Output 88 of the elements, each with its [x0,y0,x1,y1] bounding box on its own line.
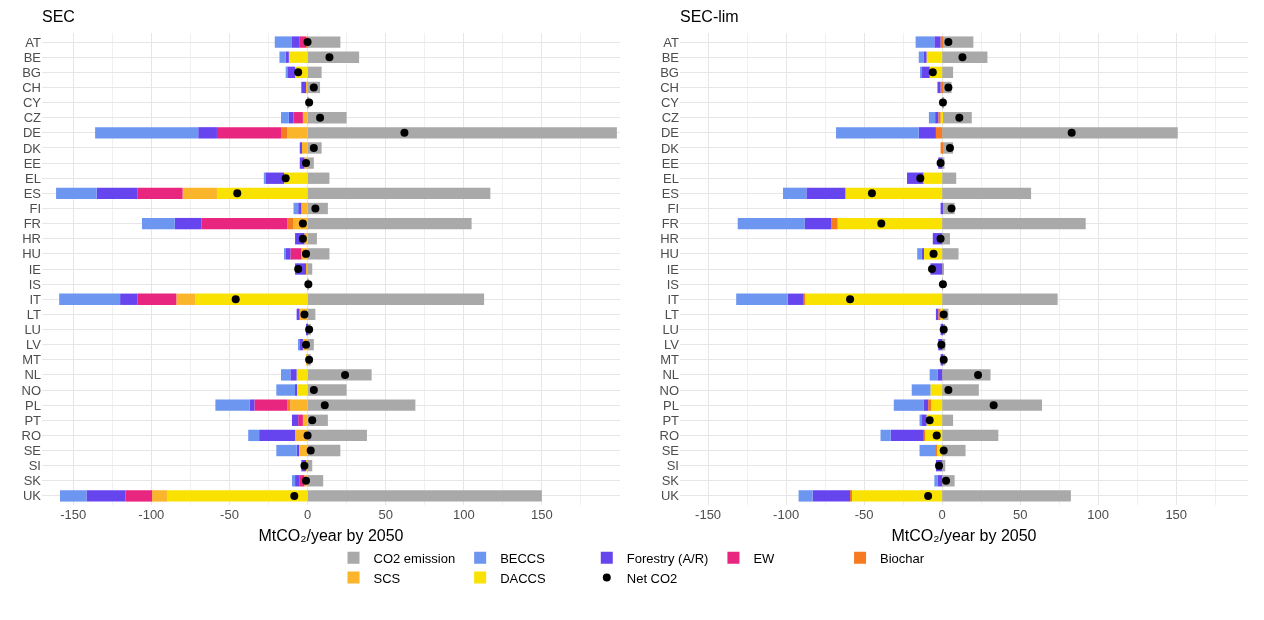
y-tick-label: FR [661,216,679,232]
x-tick-label: -150 [695,507,722,522]
x-tick-label: 150 [531,507,553,522]
y-tick-label: EL [663,170,679,186]
y-tick-label: FR [23,216,41,232]
y-tick-label: EE [23,155,42,171]
y-tick-label: PT [24,412,42,428]
y-tick-label: LV [26,337,42,353]
y-tick-label: NO [21,382,41,398]
y-tick-label: PT [662,412,680,428]
y-tick-label: CH [660,80,679,96]
y-tick-label: IE [666,261,680,277]
y-tick-label: LT [664,306,680,322]
y-tick-label: CH [22,80,41,96]
y-tick-label: HU [660,246,679,262]
x-axis-title: MtCO₂/year by 2050 [891,526,1037,544]
y-tick-label: CZ [661,110,680,126]
y-tick-label: BG [22,64,41,80]
x-tick-label: 50 [1012,507,1028,522]
x-axis-title: MtCO₂/year by 2050 [258,526,404,544]
y-tick-label: IS [28,276,42,292]
y-tick-label: IT [29,291,42,307]
y-tick-label: DE [22,125,42,141]
y-tick-label: FI [29,201,41,217]
y-tick-label: AT [25,34,42,50]
y-tick-label: LV [664,337,680,353]
y-tick-label: SK [23,473,42,489]
y-tick-label: DK [660,140,680,156]
y-tick-label: HU [22,246,41,262]
x-tick-label: -150 [60,507,87,522]
x-tick-label: 100 [452,507,475,522]
y-tick-label: SK [661,473,680,489]
legend-label: CO2 emission [373,550,456,566]
y-tick-label: LT [26,306,42,322]
x-tick-label: -100 [138,507,165,522]
x-tick-label: -100 [773,507,800,522]
y-tick-label: RO [659,427,679,443]
y-tick-label: CY [22,95,42,111]
chart-title: SEC-lim [680,8,739,25]
y-tick-label: AT [663,34,680,50]
y-tick-label: NL [24,367,41,383]
legend-label: DACCS [500,570,546,586]
y-tick-label: NL [662,367,679,383]
y-tick-label: MT [660,352,680,368]
y-tick-label: SE [661,443,680,459]
y-tick-label: LU [24,322,41,338]
y-tick-label: SI [666,458,679,474]
legend-label: BECCS [500,550,546,566]
legend-label: SCS [373,570,401,586]
y-tick-label: LU [662,322,679,338]
x-tick-label: 0 [938,507,946,522]
y-tick-label: CY [660,95,680,111]
legend-label: Forestry (A/R) [626,550,709,566]
x-tick-label: 100 [1087,507,1110,522]
y-tick-label: PL [25,397,41,413]
legend-label: Net CO2 [626,570,678,586]
y-tick-label: BE [23,49,42,65]
chart-title: SEC [42,8,75,25]
y-tick-label: NO [659,382,679,398]
y-tick-label: HR [22,231,41,247]
y-tick-label: ES [661,185,680,201]
y-tick-label: ES [23,185,42,201]
y-tick-label: DE [660,125,680,141]
y-tick-label: SE [23,443,42,459]
y-tick-label: SI [28,458,41,474]
x-tick-label: -50 [220,507,239,522]
y-tick-label: PL [663,397,679,413]
y-tick-label: FI [667,201,679,217]
y-tick-label: MT [22,352,42,368]
y-tick-label: DK [22,140,42,156]
x-tick-label: -50 [854,507,874,522]
y-tick-label: CZ [23,110,42,126]
x-tick-label: 150 [1165,507,1188,522]
y-tick-label: HR [660,231,679,247]
y-tick-label: UK [22,488,42,504]
legend-label: EW [753,550,776,566]
y-tick-label: RO [21,427,41,443]
y-tick-label: IE [28,261,42,277]
y-tick-label: EE [661,155,680,171]
x-tick-label: 50 [378,507,393,522]
y-tick-label: UK [660,488,680,504]
x-tick-label: 0 [303,507,312,522]
y-tick-label: IS [666,276,680,292]
y-tick-label: BG [660,64,679,80]
legend-label: Biochar [880,550,925,566]
y-tick-label: BE [661,49,680,65]
y-tick-label: EL [25,170,41,186]
y-tick-label: IT [667,291,680,307]
